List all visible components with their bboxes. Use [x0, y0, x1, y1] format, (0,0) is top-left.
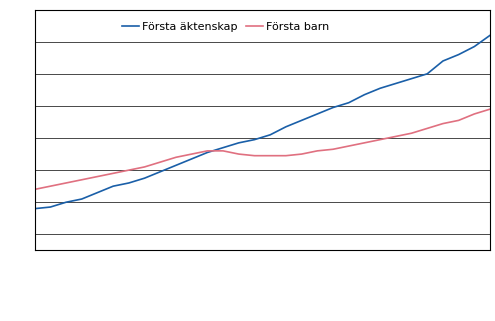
Första barn: [424, 126, 430, 130]
Första barn: [48, 184, 53, 188]
Line: Första äktenskap: Första äktenskap: [35, 35, 490, 209]
Första barn: [126, 168, 132, 172]
Första barn: [63, 181, 69, 185]
Första barn: [142, 165, 148, 169]
Första äktenskap: [48, 205, 53, 209]
Första barn: [236, 152, 242, 156]
Första äktenskap: [267, 133, 273, 137]
Första barn: [314, 149, 320, 153]
Första barn: [346, 144, 351, 148]
Första äktenskap: [330, 106, 336, 109]
Första barn: [220, 149, 226, 153]
Första barn: [173, 155, 179, 159]
Första äktenskap: [456, 53, 462, 56]
Första äktenskap: [32, 207, 38, 211]
Första äktenskap: [251, 138, 257, 142]
Första äktenskap: [173, 163, 179, 167]
Första äktenskap: [110, 184, 116, 188]
Första äktenskap: [142, 176, 148, 180]
Första äktenskap: [204, 151, 210, 154]
Första äktenskap: [283, 125, 289, 129]
Första äktenskap: [157, 170, 163, 174]
Första barn: [361, 141, 367, 145]
Första äktenskap: [126, 181, 132, 185]
Första barn: [408, 131, 414, 135]
Första barn: [471, 112, 477, 116]
Första äktenskap: [361, 93, 367, 97]
Första barn: [393, 134, 399, 138]
Första barn: [251, 154, 257, 158]
Första barn: [95, 175, 100, 178]
Första barn: [298, 152, 304, 156]
Första äktenskap: [346, 101, 351, 105]
Första äktenskap: [314, 112, 320, 116]
Första äktenskap: [220, 146, 226, 150]
Första äktenskap: [236, 141, 242, 145]
Första barn: [377, 138, 383, 142]
Första äktenskap: [471, 45, 477, 48]
Första barn: [189, 152, 195, 156]
Första barn: [456, 118, 462, 122]
Första barn: [32, 187, 38, 191]
Första barn: [283, 154, 289, 158]
Första äktenskap: [408, 77, 414, 81]
Första äktenskap: [298, 118, 304, 122]
Första barn: [110, 171, 116, 175]
Första barn: [204, 149, 210, 153]
Första äktenskap: [393, 82, 399, 85]
Första äktenskap: [79, 197, 85, 201]
Första barn: [487, 107, 493, 111]
Första barn: [267, 154, 273, 158]
Första äktenskap: [189, 157, 195, 161]
Första äktenskap: [440, 59, 446, 63]
Första äktenskap: [424, 72, 430, 76]
Första barn: [157, 160, 163, 164]
Första barn: [440, 122, 446, 126]
Legend: Första äktenskap, Första barn: Första äktenskap, Första barn: [118, 18, 334, 37]
Första äktenskap: [63, 200, 69, 204]
Första äktenskap: [377, 86, 383, 90]
Första barn: [330, 147, 336, 151]
Första barn: [79, 178, 85, 182]
Första äktenskap: [95, 191, 100, 195]
Line: Första barn: Första barn: [35, 109, 490, 189]
Första äktenskap: [487, 33, 493, 37]
